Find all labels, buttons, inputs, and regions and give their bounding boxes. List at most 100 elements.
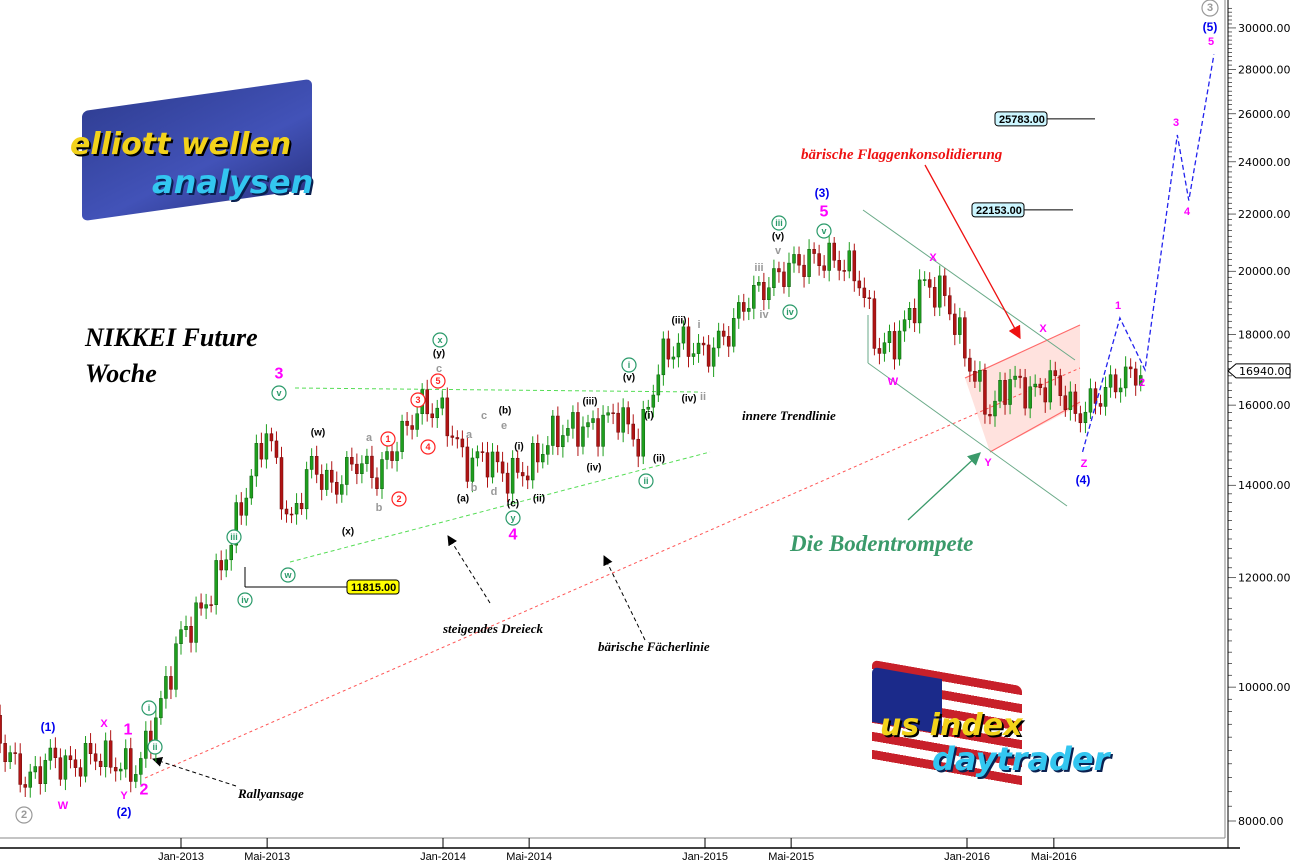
candle-body	[862, 287, 867, 298]
channel-upper-line	[862, 209, 1076, 361]
us-index-daytrader-logo: us index daytrader	[862, 659, 1142, 793]
candle	[676, 333, 681, 368]
candle	[38, 756, 43, 795]
arrow-faecherlinie	[603, 555, 646, 641]
candle-body	[1128, 366, 1133, 370]
candle-body	[355, 463, 359, 474]
candle	[1018, 368, 1022, 389]
candle-body	[38, 766, 43, 784]
candle-body	[370, 455, 374, 478]
candle-body	[556, 415, 560, 448]
candle-body	[98, 760, 103, 767]
candle-body	[279, 457, 284, 510]
wave-label: X	[929, 252, 937, 264]
wave-label: iii	[771, 215, 787, 231]
candle-body	[1013, 375, 1017, 380]
candle-body	[108, 740, 113, 768]
wave-label-text: 2	[21, 809, 27, 821]
candle	[63, 749, 68, 791]
candle-body	[490, 451, 495, 478]
wave-label-circle	[141, 700, 157, 716]
candle-body	[852, 250, 857, 282]
candle	[571, 405, 575, 439]
chart-subtitle: Woche	[85, 359, 157, 388]
candle-body	[284, 508, 289, 515]
candle	[792, 246, 796, 273]
candle-body	[968, 357, 972, 372]
wave-label-text: b	[376, 502, 383, 514]
candle-body	[922, 279, 927, 281]
candle-body	[983, 369, 987, 415]
wave-label: w	[280, 567, 296, 583]
candle	[1133, 361, 1138, 396]
wave-label-text: Z	[1081, 458, 1088, 470]
candle-body	[581, 426, 585, 447]
candle	[515, 450, 520, 479]
candle-body	[360, 463, 364, 474]
candle-body	[973, 370, 977, 382]
candle-body	[998, 380, 1002, 402]
candle-body	[651, 394, 656, 408]
wave-label: (5)	[1203, 20, 1218, 34]
wave-label-circle	[391, 491, 407, 507]
wave-label: (3)	[815, 186, 830, 200]
candle	[1028, 376, 1032, 419]
candle	[1003, 372, 1007, 415]
wave-label-text: (5)	[1203, 20, 1218, 34]
candle	[661, 331, 666, 386]
candle	[199, 593, 203, 616]
candle-body	[716, 330, 721, 349]
candle	[656, 364, 661, 403]
candle	[932, 277, 937, 317]
candle	[747, 297, 751, 321]
candle-body	[43, 760, 48, 784]
wave-label-text: (v)	[623, 373, 635, 384]
candle	[209, 595, 213, 613]
candle	[299, 492, 304, 515]
logo-word-daytrader: daytrader	[932, 740, 1110, 778]
candle-body	[551, 415, 555, 446]
wave-label-text: 4	[425, 442, 430, 452]
note-innere-trendlinie: innere Trendlinie	[742, 408, 836, 423]
candle-body	[385, 451, 389, 460]
candle	[470, 448, 475, 493]
wave-label: i	[697, 319, 700, 331]
candle	[566, 419, 570, 443]
candle	[1023, 368, 1027, 416]
candle-body	[877, 348, 882, 354]
candle-body	[249, 475, 254, 499]
projection-line	[1081, 54, 1215, 453]
candle-body	[495, 451, 500, 463]
candle-body	[194, 602, 198, 643]
wave-label-circle	[280, 567, 296, 583]
wave-label: (iii)	[583, 397, 598, 408]
candle-body	[184, 626, 188, 630]
candle-body	[224, 559, 228, 571]
candle-body	[958, 317, 962, 335]
candle-body	[169, 676, 173, 690]
price-level-25783.00: 25783.00	[994, 111, 1095, 127]
candle-body	[515, 457, 520, 473]
candle	[365, 448, 369, 472]
candle	[83, 736, 88, 783]
candle-body	[129, 748, 133, 782]
candle-body	[842, 270, 847, 272]
wave-label-text: (iii)	[672, 316, 687, 327]
wave-label: c	[436, 363, 442, 375]
candle-body	[435, 407, 440, 419]
wave-label-text: (y)	[433, 349, 445, 360]
candle-body	[134, 774, 138, 782]
wave-label: (v)	[772, 232, 784, 243]
candle	[1063, 385, 1068, 417]
candle	[847, 242, 852, 279]
candle-body	[937, 275, 942, 308]
candle	[490, 443, 495, 484]
candle	[520, 461, 525, 487]
candle	[621, 398, 625, 443]
candle-body	[621, 407, 625, 433]
wave-label-circle	[147, 739, 163, 755]
candle	[390, 440, 394, 469]
candle-body	[1083, 411, 1088, 424]
candle-body	[696, 342, 701, 354]
